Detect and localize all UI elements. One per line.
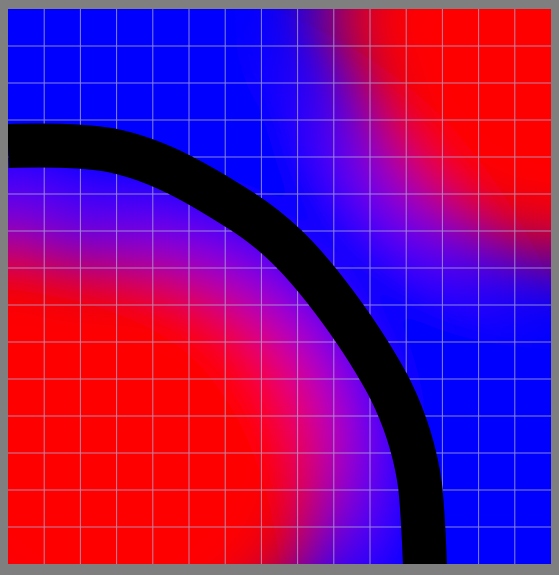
hot-zone-lower-left-edge <box>8 220 90 540</box>
hot-zone-lower-left <box>8 250 340 564</box>
hot-zone-upper-right-edge <box>320 9 551 100</box>
black-track-band <box>8 123 447 564</box>
